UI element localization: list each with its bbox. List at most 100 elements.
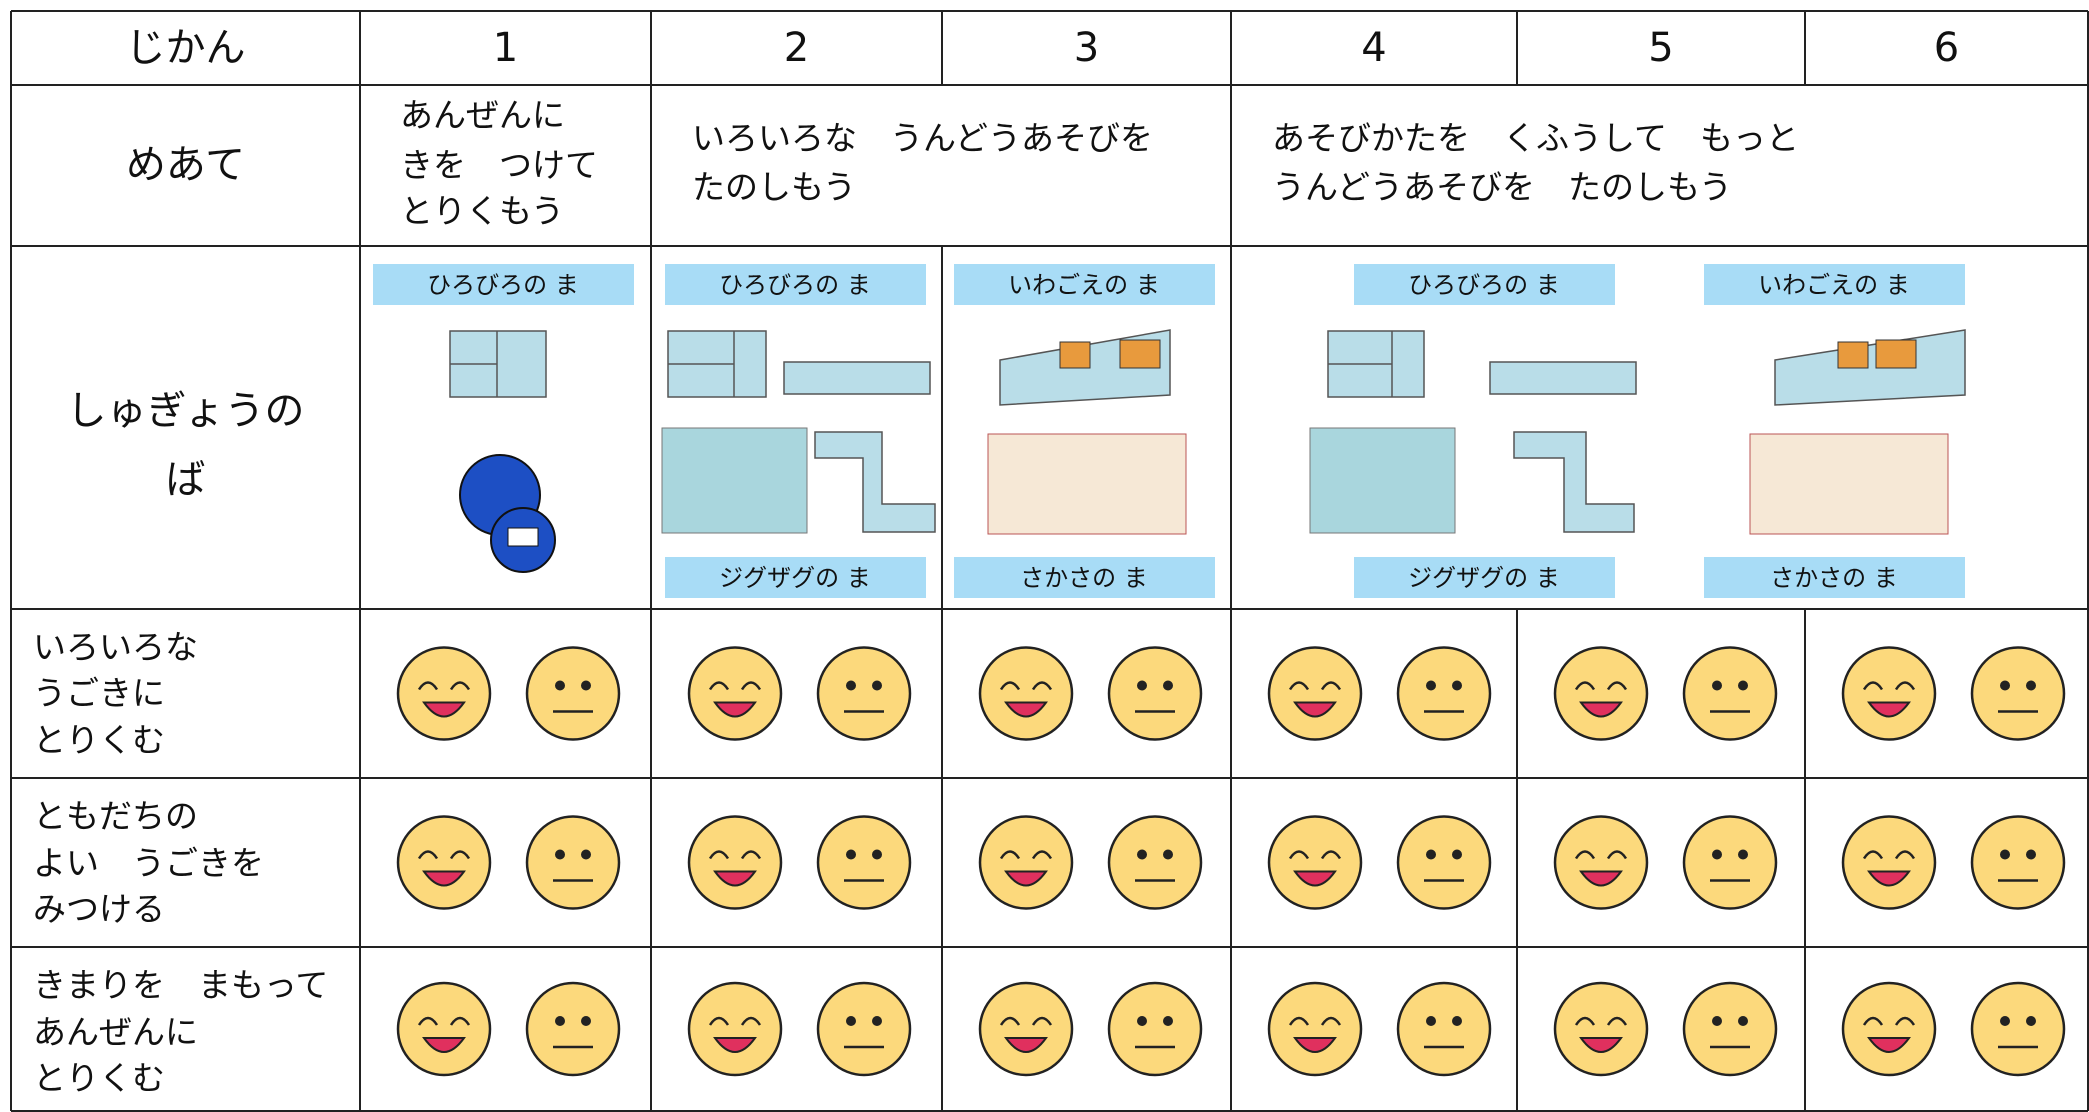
happy-face — [1267, 981, 1363, 1077]
mouth — [422, 870, 466, 887]
eye — [872, 680, 882, 691]
happy-face — [396, 815, 492, 910]
area-label: いわごえの ま — [1008, 271, 1160, 299]
eye — [1738, 680, 1748, 691]
face — [1553, 646, 1649, 741]
eye — [872, 1016, 882, 1026]
area-label: さかさの ま — [1020, 564, 1148, 592]
face — [1267, 981, 1363, 1077]
face — [1682, 981, 1778, 1077]
face — [1682, 815, 1778, 910]
area-label-box — [1704, 557, 1965, 598]
face — [1970, 981, 2066, 1077]
eye — [581, 680, 591, 691]
eye — [999, 1016, 1053, 1026]
face — [396, 981, 492, 1077]
happy-face — [687, 815, 783, 910]
eye — [581, 1016, 591, 1026]
eye — [1288, 1016, 1342, 1026]
face — [978, 981, 1074, 1077]
evaluation-label: ともだちの — [33, 797, 198, 836]
face — [978, 815, 1074, 910]
mouth — [1579, 870, 1623, 887]
area-label: いわごえの ま — [1758, 271, 1910, 299]
face — [687, 646, 783, 741]
area-label: ジグザグの ま — [1408, 564, 1560, 592]
neutral-face — [1107, 646, 1203, 741]
happy-face — [396, 981, 492, 1077]
happy-face — [687, 981, 783, 1077]
face — [1970, 815, 2066, 910]
eye — [1738, 1016, 1748, 1026]
area-label: ひろびろの ま — [1408, 271, 1560, 299]
eye — [1288, 850, 1342, 860]
period-number: 1 — [493, 25, 518, 71]
neutral-face — [525, 815, 621, 910]
goal-text: うんどうあそびを たのしもう — [1272, 168, 1732, 207]
face — [1267, 646, 1363, 741]
eye — [1137, 680, 1147, 691]
period-number: 2 — [784, 25, 809, 71]
evaluation-label: よい うごきを — [33, 844, 264, 883]
evaluation-label: とりくむ — [33, 721, 165, 760]
neutral-face — [1970, 815, 2066, 910]
eye — [1712, 680, 1722, 691]
mouth — [713, 1037, 757, 1053]
neutral-face — [1970, 981, 2066, 1077]
area-label: ひろびろの ま — [719, 271, 871, 299]
neutral-face — [1396, 646, 1492, 741]
goal-text: たのしもう — [692, 168, 856, 207]
eye — [1137, 1016, 1147, 1026]
area-label-box — [954, 557, 1215, 598]
face — [1841, 981, 1937, 1077]
eye — [1574, 1016, 1628, 1026]
period-number: 4 — [1361, 25, 1386, 71]
eye — [1426, 849, 1436, 860]
eye — [555, 849, 565, 860]
eye — [2026, 680, 2036, 691]
face — [1553, 981, 1649, 1077]
face — [1396, 815, 1492, 910]
happy-face — [396, 646, 492, 741]
illustrations — [449, 329, 1966, 573]
eye — [2026, 849, 2036, 860]
mouth — [1293, 870, 1337, 887]
happy-face — [1553, 646, 1649, 741]
happy-face — [1841, 981, 1937, 1077]
face — [687, 815, 783, 910]
goal-text: きを つけて — [400, 146, 598, 185]
eye — [2026, 1016, 2036, 1026]
neutral-face — [1682, 815, 1778, 910]
eye — [1574, 850, 1628, 860]
area-label-box — [665, 557, 926, 598]
face — [687, 981, 783, 1077]
face — [978, 646, 1074, 741]
neutral-face — [816, 815, 912, 910]
mouth — [713, 701, 757, 718]
area-label-box — [1354, 557, 1615, 598]
header-label: じかん — [126, 25, 246, 71]
eye — [846, 1016, 856, 1026]
neutral-face — [1682, 646, 1778, 741]
goal-text: とりくもう — [400, 192, 564, 231]
eye — [2000, 849, 2010, 860]
eye — [1426, 680, 1436, 691]
neutral-face — [1107, 981, 1203, 1077]
happy-face — [1267, 646, 1363, 741]
goals-label: めあて — [126, 142, 245, 188]
mouth — [713, 870, 757, 887]
area-label: さかさの ま — [1770, 564, 1898, 592]
mouth — [1004, 870, 1048, 887]
happy-face — [1553, 815, 1649, 910]
neutral-face — [1107, 815, 1203, 910]
mouth — [1867, 870, 1911, 887]
happy-face — [1267, 815, 1363, 910]
eye — [1862, 1016, 1916, 1026]
face — [1841, 646, 1937, 741]
eye — [999, 681, 1053, 691]
neutral-face — [1682, 981, 1778, 1077]
period-number: 3 — [1074, 25, 1099, 71]
mouth — [422, 1037, 466, 1053]
